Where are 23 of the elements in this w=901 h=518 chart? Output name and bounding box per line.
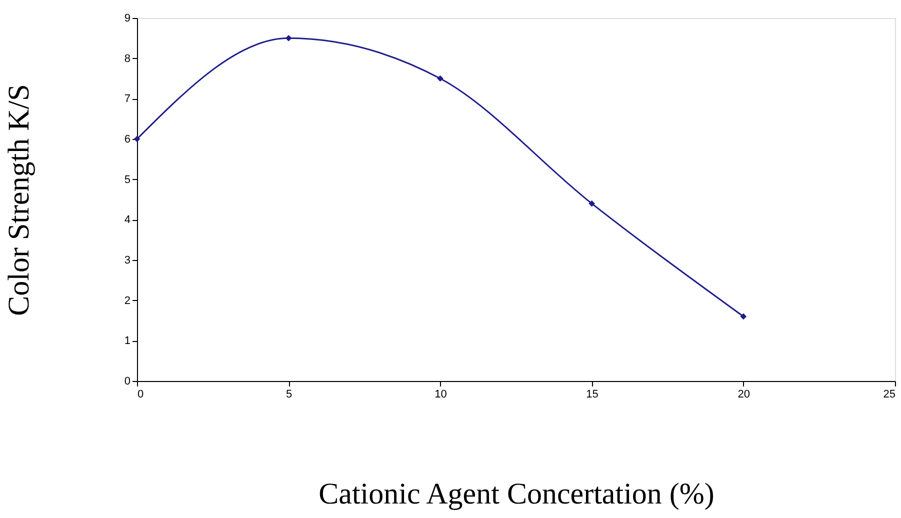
x-tick-label: 0 [138, 388, 144, 400]
y-tick-label: 1 [124, 335, 130, 348]
y-tick-label: 4 [124, 214, 130, 226]
point [588, 200, 595, 207]
y-tick-label: 3 [124, 254, 130, 266]
y-tick-label: 7 [124, 93, 130, 106]
y-tick-label: 5 [124, 174, 130, 186]
x-tick-label: 25 [883, 388, 896, 400]
y-tick-label: 2 [124, 294, 130, 307]
y-axis-title: Color Strength K/S [2, 84, 36, 316]
y-tick-label: 9 [124, 12, 130, 24]
x-axis-title: Cationic Agent Concertation (%) [318, 478, 714, 510]
x-tick-label: 10 [434, 388, 447, 400]
point [437, 75, 444, 82]
y-tick-label: 6 [124, 134, 130, 146]
x-tick-label: 5 [286, 388, 292, 400]
y-tick-label: 0 [124, 376, 130, 388]
x-tick-label: 15 [586, 388, 598, 400]
y-tick-label: 8 [124, 52, 130, 65]
x-tick-label: 20 [738, 388, 750, 400]
point [285, 35, 292, 42]
point [740, 313, 747, 320]
point [134, 136, 140, 142]
